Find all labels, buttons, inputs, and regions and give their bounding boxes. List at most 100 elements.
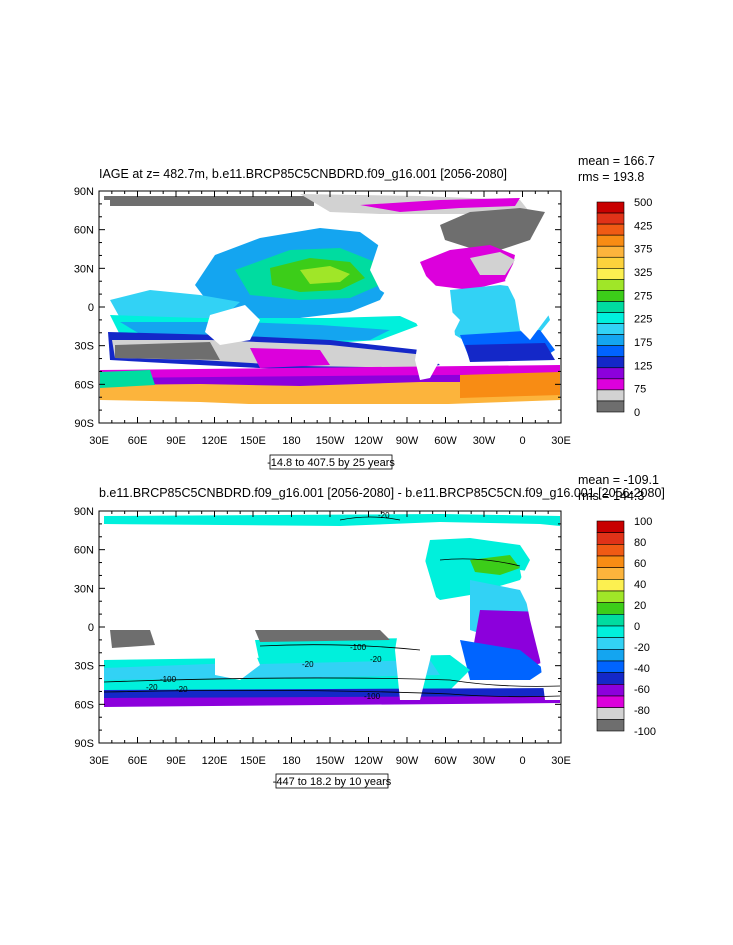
colorbar-swatch	[596, 544, 625, 557]
contour-label: -100	[364, 692, 381, 701]
top-colorbar: 500 425 375 325 275 225 175 125 75 0	[596, 197, 652, 419]
y-tick-label: 60N	[74, 225, 94, 237]
colorbar-label: -100	[634, 726, 656, 738]
x-tick-label: 90W	[396, 435, 419, 447]
x-tick-label: 120E	[202, 435, 228, 447]
contour-label: -20	[176, 685, 188, 694]
south-indian-dark-gray	[115, 342, 220, 360]
y-tick-label: 30S	[74, 341, 94, 353]
eurasia-edge	[100, 200, 110, 300]
x-tick-label: 120E	[202, 755, 228, 767]
x-tick-label: 150W	[316, 435, 345, 447]
colorbar-label: 125	[634, 360, 652, 372]
colorbar-swatch	[596, 290, 625, 302]
colorbar-swatch	[596, 532, 625, 545]
colorbar-swatch	[596, 234, 625, 247]
colorbar-swatch	[596, 345, 625, 358]
top-axes: 90N 60N 30N 0 30S 60S 90S 30E 60E 90E 120E 150E 180 1…	[74, 186, 571, 447]
bottom-title: b.e11.BRCP85C5CNBDRD.f09_g16.001 [2056-2…	[99, 486, 665, 500]
south-atlantic-blue	[460, 640, 545, 680]
x-tick-label: 60W	[434, 435, 457, 447]
x-tick-label: 120W	[354, 435, 383, 447]
x-tick-label: 30E	[89, 755, 109, 767]
colorbar-swatch	[596, 223, 625, 236]
colorbar-label: -40	[634, 663, 650, 675]
top-range-note: -14.8 to 407.5 by 25 years	[267, 457, 395, 469]
colorbar-label: 325	[634, 267, 652, 279]
y-tick-label: 90S	[74, 418, 94, 430]
bottom-map-field	[99, 511, 561, 743]
colorbar-label: 175	[634, 337, 652, 349]
colorbar-label: 80	[634, 537, 646, 549]
contour-labels: -20 -100 -20 -20 -100 -20 -20 -100	[146, 511, 390, 701]
colorbar-swatch	[596, 367, 625, 380]
colorbar-label: 375	[634, 244, 652, 256]
x-tick-label: 30E	[551, 435, 571, 447]
x-tick-label: 120W	[354, 755, 383, 767]
colorbar-label: 75	[634, 384, 646, 396]
x-tick-label: 90E	[166, 435, 186, 447]
colorbar-swatch	[596, 389, 625, 402]
top-rms-stat: rms = 193.8	[578, 170, 644, 184]
top-map-field	[99, 191, 561, 423]
colorbar-swatch	[596, 637, 625, 650]
top-panel: IAGE at z= 482.7m, b.e11.BRCP85C5CNBDRD.…	[74, 154, 655, 470]
bottom-rms-stat: rms = 144.3	[578, 489, 644, 503]
top-range-box: -14.8 to 407.5 by 25 years	[267, 454, 395, 470]
bottom-axes: 90N 60N 30N 0 30S 60S 90S 30E 60E 90E 120E 150E 180 1…	[74, 506, 571, 767]
colorbar-label: 425	[634, 220, 652, 232]
colorbar-label: 0	[634, 621, 640, 633]
colorbar-label: 20	[634, 600, 646, 612]
antarctic-cyan-patch	[100, 370, 155, 388]
colorbar-swatch	[596, 555, 625, 568]
x-tick-label: 60E	[128, 435, 148, 447]
colorbar-swatch	[596, 268, 625, 280]
x-tick-label: 30W	[473, 435, 496, 447]
colorbar-swatch	[596, 614, 625, 627]
africa-landmass	[505, 250, 560, 340]
americas-landmass	[380, 560, 440, 700]
colorbar-swatch	[596, 279, 625, 291]
colorbar-swatch	[596, 312, 625, 324]
bottom-colorbar: 100 80 60 40 20 0 -20 -40 -60 -80 -100	[596, 516, 656, 738]
x-tick-label: 60W	[434, 755, 457, 767]
colorbar-label: 60	[634, 558, 646, 570]
colorbar-swatch	[596, 520, 625, 533]
south-pacific-gray	[255, 630, 390, 642]
x-tick-label: 90W	[396, 755, 419, 767]
colorbar-swatch	[596, 672, 625, 685]
south-indian-gray	[110, 630, 155, 648]
colorbar-label: 100	[634, 516, 652, 528]
y-tick-label: 60N	[74, 545, 94, 557]
colorbar-swatch	[596, 323, 625, 335]
x-tick-label: 30E	[89, 435, 109, 447]
y-tick-label: 0	[88, 302, 94, 314]
colorbar-swatch	[596, 684, 625, 697]
indian-cyan	[110, 290, 240, 322]
south-atlantic-dark-blue	[465, 343, 555, 362]
contour-line	[103, 677, 561, 687]
colorbar-swatch	[596, 579, 625, 592]
y-tick-label: 60S	[74, 699, 94, 711]
x-tick-label: 180	[282, 435, 300, 447]
x-tick-label: 0	[519, 755, 525, 767]
colorbar-swatch	[596, 719, 625, 732]
x-tick-label: 60E	[128, 755, 148, 767]
x-tick-label: 90E	[166, 755, 186, 767]
australia-landmass	[205, 305, 260, 345]
x-tick-label: 150W	[316, 755, 345, 767]
x-tick-label: 150E	[240, 755, 266, 767]
antarctic-dark-orange	[460, 372, 560, 398]
contour-label: -100	[350, 643, 367, 652]
colorbar-swatch	[596, 567, 625, 580]
colorbar-swatch	[596, 400, 625, 413]
contour-line	[339, 516, 401, 521]
bottom-range-box: -447 to 18.2 by 10 years	[273, 773, 392, 789]
colorbar-label: 40	[634, 579, 646, 591]
colorbar-swatch	[596, 256, 625, 269]
y-tick-label: 30N	[74, 263, 94, 275]
colorbar-swatch	[596, 334, 625, 346]
colorbar-swatch	[596, 201, 625, 214]
contour-label: -20	[370, 655, 382, 664]
